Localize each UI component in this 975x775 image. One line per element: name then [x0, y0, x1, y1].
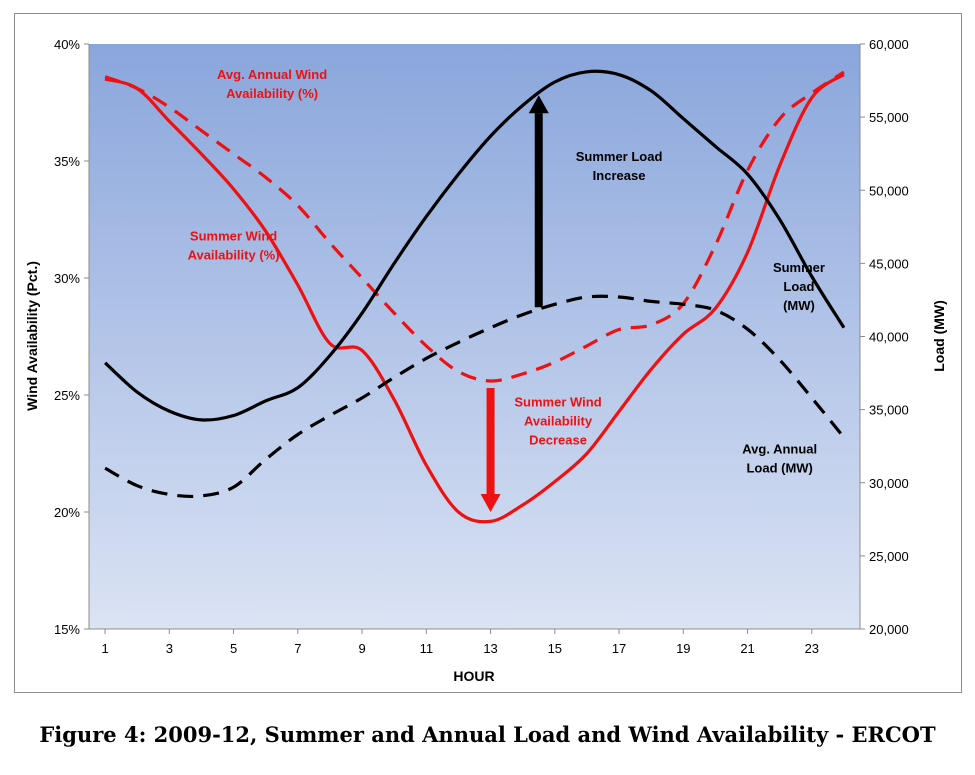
y-left-tick-label: 35%: [54, 154, 80, 169]
x-tick-label: 5: [230, 641, 237, 656]
wind-decrease-arrow-shaft: [486, 387, 495, 494]
x-axis-title: HOUR: [453, 668, 494, 684]
wind-decrease-label: Summer Wind Availability Decrease: [514, 395, 601, 448]
wind-decrease-arrow-head: [480, 494, 501, 512]
load-increase-arrow-head: [528, 95, 549, 114]
avg-annual-wind-line: [104, 70, 845, 383]
y-right-tick-label: 20,000: [869, 622, 909, 637]
avg-annual-load-line: [104, 294, 846, 499]
summer-wind-line: [104, 73, 845, 524]
x-tick-label: 13: [483, 641, 497, 656]
y-axis-right-title: Load (MW): [931, 300, 947, 372]
summer-load-label-line: Load: [783, 279, 814, 294]
y-right-tick-label: 35,000: [869, 403, 909, 418]
y-left-tick-label: 20%: [54, 505, 80, 520]
figure-caption: Figure 4: 2009-12, Summer and Annual Loa…: [39, 722, 936, 747]
avg-load-label-line: Avg. Annual: [742, 442, 817, 457]
summer-load-label: Summer Load (MW): [773, 260, 825, 313]
load-increase-label-line: Summer Load: [576, 149, 663, 164]
summer-wind-label-line: Availability (%): [188, 248, 280, 263]
y-right-tick-label: 30,000: [869, 476, 909, 491]
x-tick-label: 17: [612, 641, 626, 656]
y-left-tick-label: 15%: [54, 622, 80, 637]
y-right-tick-label: 50,000: [869, 183, 909, 198]
load-increase-label: Summer Load Increase: [576, 149, 663, 183]
x-tick-label: 1: [101, 641, 108, 656]
y-left-tick-label: 40%: [54, 37, 80, 52]
load-increase-label-line: Increase: [593, 168, 646, 183]
avg-wind-label: Avg. Annual Wind Availability (%): [217, 67, 327, 101]
x-tick-label: 21: [740, 641, 754, 656]
y-left-tick-label: 30%: [54, 271, 80, 286]
summer-load-label-line: (MW): [783, 298, 815, 313]
x-tick-label: 11: [420, 641, 434, 656]
wind-decrease-label-line: Decrease: [529, 433, 587, 448]
wind-decrease-label-line: Summer Wind: [514, 395, 601, 410]
chart-svg: 1 3 5 7 9 11 13 15 17 19 21 2315%20%25%30%35%40%20,…: [24, 37, 947, 684]
avg-load-label: Avg. Annual Load (MW): [742, 442, 817, 476]
y-axis-left-title: Wind Availability (Pct.): [24, 261, 40, 411]
y-right-tick-label: 45,000: [869, 256, 909, 271]
avg-load-label-line: Load (MW): [746, 461, 812, 476]
y-right-tick-label: 25,000: [869, 549, 909, 564]
avg-wind-label-line: Avg. Annual Wind: [217, 67, 327, 82]
summer-wind-label: Summer Wind Availability (%): [188, 229, 280, 263]
summer-load-line: [104, 69, 846, 422]
y-right-tick-label: 60,000: [869, 37, 909, 52]
avg-wind-label-line: Availability (%): [226, 86, 318, 101]
x-tick-label: 15: [548, 641, 562, 656]
x-tick-label: 19: [676, 641, 690, 656]
y-right-tick-label: 40,000: [869, 330, 909, 345]
x-tick-label: 23: [805, 641, 819, 656]
summer-load-label-line: Summer: [773, 260, 825, 275]
y-left-tick-label: 25%: [54, 388, 80, 403]
wind-decrease-label-line: Availability: [524, 414, 593, 429]
x-tick-label: 7: [294, 641, 301, 656]
y-right-tick-label: 55,000: [869, 110, 909, 125]
x-tick-label: 3: [166, 641, 173, 656]
x-tick-label: 9: [358, 641, 365, 656]
summer-wind-label-line: Summer Wind: [190, 229, 277, 244]
load-increase-arrow-shaft: [534, 113, 543, 308]
